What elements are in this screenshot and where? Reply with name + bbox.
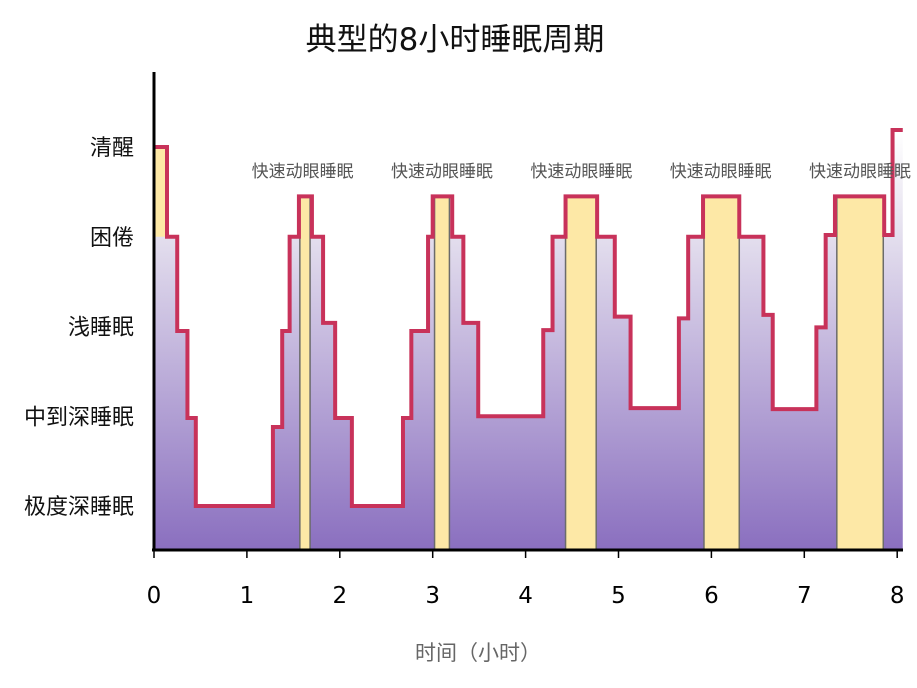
awake-band	[154, 147, 168, 237]
y-category-label: 浅睡眠	[68, 316, 134, 341]
x-tick-label: 4	[518, 583, 533, 609]
x-tick-label: 3	[425, 583, 440, 609]
x-axis-label: 时间（小时）	[415, 641, 541, 665]
x-tick-label: 1	[240, 583, 255, 609]
rem-bar	[703, 195, 741, 551]
rem-annotation: 快速动眼睡眠	[809, 162, 911, 182]
y-category-label: 中到深睡眠	[24, 405, 134, 430]
x-tick-label: 6	[704, 583, 719, 609]
rem-annotation: 快速动眼睡眠	[670, 162, 772, 182]
sleep-stage-line	[154, 127, 903, 508]
rem-annotation: 快速动眼睡眠	[252, 162, 354, 182]
x-tick-label: 0	[147, 583, 162, 609]
x-tick-label: 8	[890, 583, 905, 609]
x-tick-label: 7	[797, 583, 812, 609]
y-category-label: 极度深睡眠	[24, 495, 134, 520]
rem-bar	[299, 195, 311, 551]
rem-bar	[836, 195, 885, 551]
sleep-area-fill	[154, 129, 903, 550]
x-tick-label: 2	[332, 583, 347, 609]
y-category-label: 清醒	[90, 136, 134, 161]
rem-annotation: 快速动眼睡眠	[391, 162, 493, 182]
rem-annotation: 快速动眼睡眠	[530, 162, 632, 182]
rem-bar	[564, 195, 597, 551]
rem-bar	[433, 195, 451, 551]
x-tick-label: 5	[611, 583, 626, 609]
chart-title: 典型的8小时睡眠周期	[306, 22, 605, 58]
y-category-label: 困倦	[90, 226, 134, 251]
